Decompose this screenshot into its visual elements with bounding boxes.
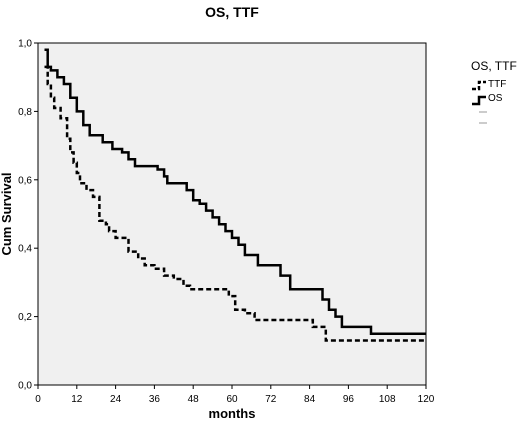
x-tick-label: 84 bbox=[304, 394, 316, 405]
y-tick-label: 0,2 bbox=[18, 312, 32, 323]
x-tick-label: 48 bbox=[188, 394, 200, 405]
legend-title: OS, TTF bbox=[471, 59, 517, 73]
chart-title: OS, TTF bbox=[205, 4, 259, 20]
x-tick-label: 96 bbox=[343, 394, 355, 405]
legend: OS, TTF TTF OS bbox=[471, 59, 517, 124]
series-line-os bbox=[44, 48, 426, 335]
x-tick-label: 72 bbox=[265, 394, 277, 405]
x-axis-label: months bbox=[209, 406, 256, 421]
legend-label-os: OS bbox=[488, 93, 503, 104]
series-line-ttf bbox=[44, 65, 426, 342]
y-tick-label: 0,4 bbox=[18, 244, 32, 255]
x-tick-label: 0 bbox=[35, 394, 41, 405]
legend-item-ttf: TTF bbox=[472, 79, 506, 91]
series-layer bbox=[44, 48, 426, 342]
legend-label-ttf: TTF bbox=[488, 79, 506, 90]
legend-item-os: OS bbox=[472, 93, 503, 106]
x-tick-label: 120 bbox=[418, 394, 435, 405]
legend-swatch-ttf bbox=[472, 80, 486, 91]
x-axis: 0 12 24 36 48 60 72 84 96 108 120 bbox=[35, 385, 435, 405]
y-tick-label: 0,0 bbox=[18, 381, 32, 392]
y-axis-label: Cum Survival bbox=[0, 172, 14, 255]
y-tick-label: 0,6 bbox=[18, 175, 32, 186]
plot-area bbox=[37, 42, 427, 386]
y-tick-label: 1,0 bbox=[18, 39, 32, 50]
x-tick-label: 12 bbox=[71, 394, 83, 405]
y-axis: 0,0 0,2 0,4 0,6 0,8 1,0 bbox=[18, 39, 38, 392]
x-tick-label: 24 bbox=[110, 394, 122, 405]
y-tick-label: 0,8 bbox=[18, 107, 32, 118]
x-tick-label: 36 bbox=[149, 394, 161, 405]
x-tick-label: 108 bbox=[379, 394, 396, 405]
x-tick-label: 60 bbox=[226, 394, 238, 405]
legend-swatch-os bbox=[472, 95, 486, 106]
